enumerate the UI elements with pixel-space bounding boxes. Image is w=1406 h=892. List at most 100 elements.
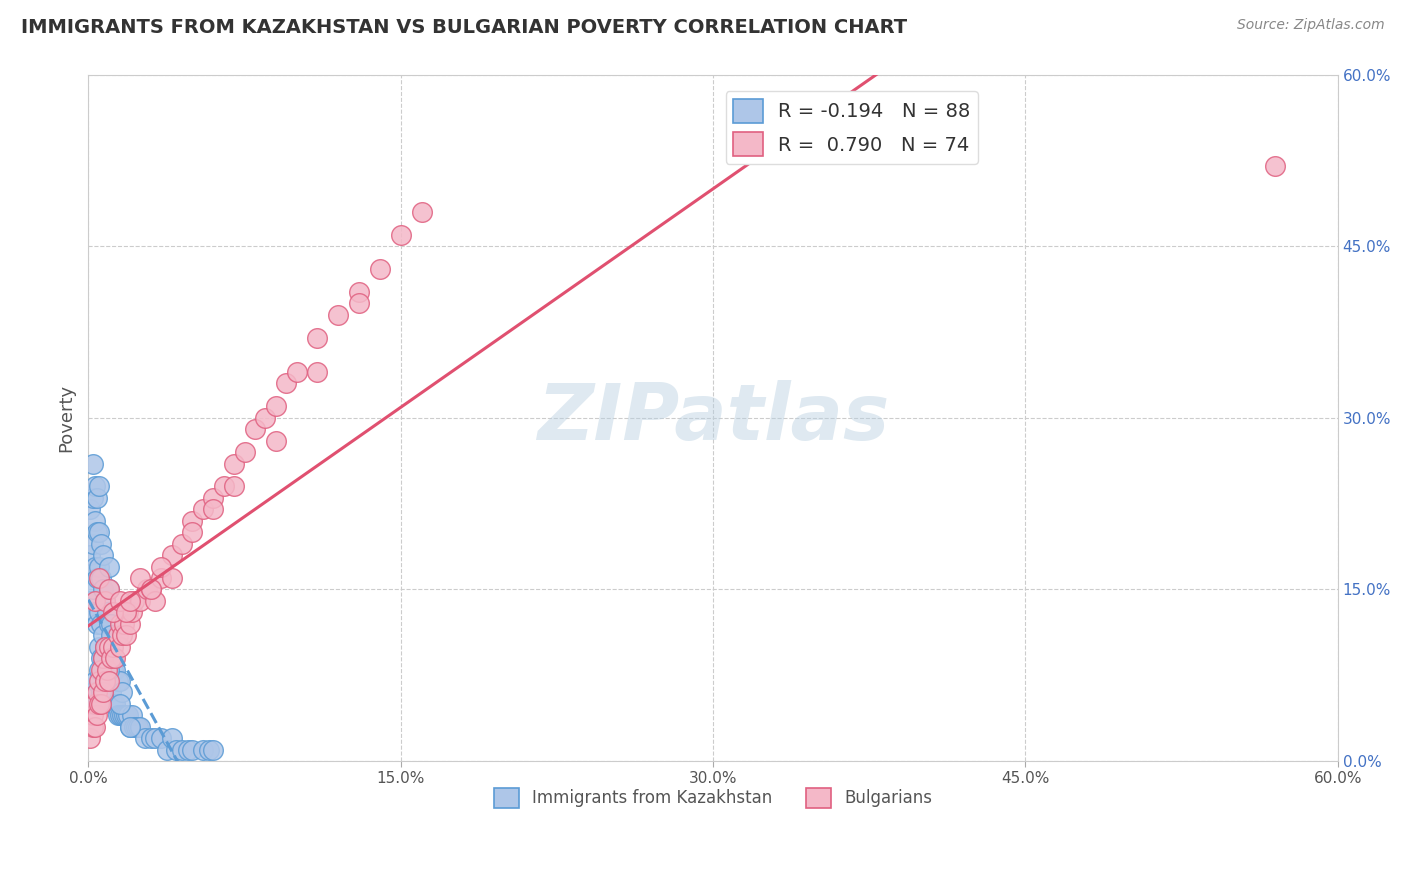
Point [181,742,204,756]
Point [127,720,149,734]
Point [98,559,121,574]
Point [107,628,129,642]
Text: Source: ZipAtlas.com: Source: ZipAtlas.com [1237,18,1385,32]
Point [103,651,125,665]
Point [202,491,225,505]
Point [150,571,173,585]
Point [118,720,141,734]
Point [264,434,287,448]
Point [94,594,117,608]
Point [104,651,127,665]
Point [82,491,104,505]
Point [83,673,105,688]
Point [79,731,101,746]
Point [156,742,179,756]
Point [100,651,122,665]
Point [82,536,104,550]
Point [103,605,125,619]
Point [191,502,214,516]
Point [87,479,110,493]
Point [82,685,104,699]
Point [87,525,110,540]
Point [87,663,110,677]
Point [254,410,277,425]
Point [96,663,118,677]
Point [79,697,101,711]
Point [86,616,108,631]
Point [115,708,138,723]
Point [86,491,108,505]
Point [108,708,131,723]
Point [368,262,391,277]
Point [83,594,105,608]
Point [94,673,117,688]
Point [104,663,127,677]
Point [177,742,200,756]
Point [103,697,125,711]
Point [87,697,110,711]
Point [198,742,221,756]
Point [90,651,112,665]
Point [94,640,117,654]
Point [82,708,104,723]
Point [87,673,110,688]
Point [90,663,112,677]
Point [202,502,225,516]
Point [90,536,112,550]
Point [87,605,110,619]
Point [307,331,329,345]
Point [328,308,350,322]
Point [111,708,134,723]
Point [139,582,162,597]
Point [98,673,121,688]
Point [224,479,246,493]
Point [83,559,105,574]
Point [90,697,112,711]
Point [139,582,162,597]
Point [285,365,308,379]
Point [111,628,134,642]
Point [100,685,122,699]
Point [125,720,148,734]
Point [96,640,118,654]
Point [411,204,433,219]
Point [135,582,157,597]
Point [79,548,101,562]
Point [83,514,105,528]
Point [96,605,118,619]
Point [96,640,118,654]
Point [121,605,143,619]
Point [82,582,104,597]
Point [94,640,117,654]
Point [170,742,193,756]
Point [347,296,370,310]
Point [1264,159,1286,173]
Point [91,663,114,677]
Point [90,571,112,585]
Point [112,616,135,631]
Point [86,525,108,540]
Text: ZIPatlas: ZIPatlas [537,380,889,456]
Point [139,731,162,746]
Point [191,742,214,756]
Point [112,708,135,723]
Point [117,708,139,723]
Point [107,673,129,688]
Point [150,559,173,574]
Point [91,582,114,597]
Point [86,697,108,711]
Point [98,640,121,654]
Point [91,628,114,642]
Point [118,616,141,631]
Point [150,731,173,746]
Point [121,708,143,723]
Point [118,720,141,734]
Point [233,445,256,459]
Point [122,594,145,608]
Point [117,605,139,619]
Point [87,571,110,585]
Point [96,673,118,688]
Point [276,376,298,391]
Point [86,571,108,585]
Point [115,605,138,619]
